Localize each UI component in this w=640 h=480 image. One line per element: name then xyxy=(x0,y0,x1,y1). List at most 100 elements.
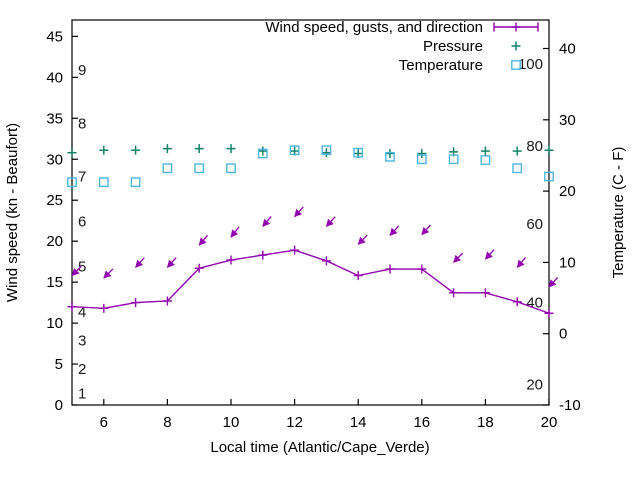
wind-speed-point xyxy=(449,288,459,298)
wind-speed-point xyxy=(385,264,395,274)
temperature-point xyxy=(98,177,109,188)
wind-direction-arrow xyxy=(103,268,114,279)
fahrenheit-scale-label: 80 xyxy=(526,138,543,155)
pressure-point xyxy=(99,145,109,155)
wind-direction-arrow xyxy=(453,252,464,263)
x-tick-label: 16 xyxy=(413,414,430,431)
wind-direction-arrow xyxy=(484,249,495,260)
y-tick-label: 40 xyxy=(46,69,63,86)
wind-speed-point xyxy=(162,296,172,306)
wind-speed-point xyxy=(353,271,363,281)
wind-direction-arrow xyxy=(389,225,400,236)
wind-speed-point xyxy=(131,298,141,308)
beaufort-scale-label: 4 xyxy=(78,304,86,321)
wind-direction-arrow xyxy=(421,224,431,236)
y-tick-label: 15 xyxy=(46,274,63,291)
wind-direction-arrow xyxy=(262,216,272,227)
temperature-point xyxy=(385,151,395,162)
y2-tick-label: 0 xyxy=(559,326,567,343)
wind-direction-arrow xyxy=(357,234,368,245)
wind-speed-point xyxy=(67,302,77,312)
wind-speed-point xyxy=(99,303,109,313)
y-axis-title: Wind speed (kn - Beaufort) xyxy=(4,123,21,302)
wind-direction-arrow xyxy=(548,276,559,288)
pressure-point xyxy=(162,144,172,154)
temperature-point xyxy=(448,154,459,165)
wind-direction-arrow xyxy=(71,265,82,277)
pressure-point xyxy=(67,148,77,158)
y-tick-label: 20 xyxy=(46,233,63,250)
temperature-point xyxy=(226,163,236,174)
y-tick-label: 25 xyxy=(46,192,63,209)
beaufort-scale-label: 6 xyxy=(78,214,86,231)
wind-speed-point xyxy=(544,308,554,318)
temperature-point xyxy=(544,171,554,182)
wind-speed-point xyxy=(512,297,522,307)
y2-tick-label: -10 xyxy=(559,397,581,414)
fahrenheit-scale-label: 20 xyxy=(526,377,543,394)
temperature-point xyxy=(353,147,364,158)
beaufort-scale-label: 8 xyxy=(78,115,86,132)
pressure-point xyxy=(258,146,268,156)
x-tick-label: 10 xyxy=(223,414,240,431)
temperature-point xyxy=(257,148,268,159)
wind-speed-point xyxy=(321,256,331,266)
wind-direction-arrow xyxy=(198,234,209,246)
legend-label-0: Wind speed, gusts, and direction xyxy=(265,19,483,36)
pressure-point xyxy=(194,144,204,154)
pressure-point xyxy=(385,149,395,159)
x-tick-label: 6 xyxy=(100,414,108,431)
wind-speed-point xyxy=(194,263,204,273)
x-tick-label: 14 xyxy=(350,414,367,431)
wind-speed-point xyxy=(226,255,236,265)
beaufort-scale-label: 1 xyxy=(78,386,86,403)
fahrenheit-scale-label: 100 xyxy=(518,56,543,73)
legend-label-1: Pressure xyxy=(423,38,483,55)
y-tick-label: 0 xyxy=(55,397,63,414)
temperature-point xyxy=(480,155,491,165)
wind-direction-arrow xyxy=(166,257,177,268)
wind-direction-arrow xyxy=(294,206,304,218)
fahrenheit-scale-label: 60 xyxy=(526,216,543,233)
x-tick-label: 20 xyxy=(541,414,558,431)
plot-frame xyxy=(71,19,550,406)
temperature-point xyxy=(416,154,427,165)
wind-speed-point xyxy=(290,245,300,255)
wind-direction-arrow xyxy=(135,257,145,268)
wind-speed-point xyxy=(480,288,490,298)
x-tick-label: 18 xyxy=(477,414,494,431)
legend-label-2: Temperature xyxy=(399,57,483,74)
pressure-point xyxy=(480,146,490,156)
beaufort-scale-label: 9 xyxy=(78,62,86,79)
temperature-point xyxy=(130,177,141,188)
x-axis-title: Local time (Atlantic/Cape_Verde) xyxy=(210,439,429,456)
fahrenheit-scale-label: 40 xyxy=(526,295,543,312)
pressure-point xyxy=(131,145,141,155)
beaufort-scale-label: 5 xyxy=(78,259,86,276)
beaufort-scale-label: 7 xyxy=(78,169,86,186)
x-tick-label: 12 xyxy=(286,414,303,431)
legend-marker-pressure xyxy=(511,41,521,51)
pressure-point xyxy=(544,145,554,155)
y-tick-label: 35 xyxy=(46,110,63,127)
temperature-point xyxy=(194,163,205,174)
y-tick-label: 5 xyxy=(55,356,63,373)
y2-tick-label: 30 xyxy=(559,112,576,129)
legend-marker-temperature xyxy=(511,60,521,70)
y-tick-label: 10 xyxy=(46,315,63,332)
wind-speed-line xyxy=(71,249,550,314)
x-tick-label: 8 xyxy=(163,414,171,431)
temperature-point xyxy=(289,145,300,156)
y2-tick-label: 20 xyxy=(559,183,576,200)
temperature-point xyxy=(321,145,332,156)
y2-tick-label: 10 xyxy=(559,254,576,271)
wind-direction-arrow xyxy=(325,216,336,227)
y-tick-label: 45 xyxy=(46,28,63,45)
wind-direction-arrow xyxy=(516,257,527,268)
y-tick-label: 30 xyxy=(46,151,63,168)
temperature-point xyxy=(512,163,523,174)
wind-speed-point xyxy=(258,250,268,260)
beaufort-scale-label: 2 xyxy=(78,361,86,378)
y2-axis-title: Temperature (C - F) xyxy=(610,147,627,279)
